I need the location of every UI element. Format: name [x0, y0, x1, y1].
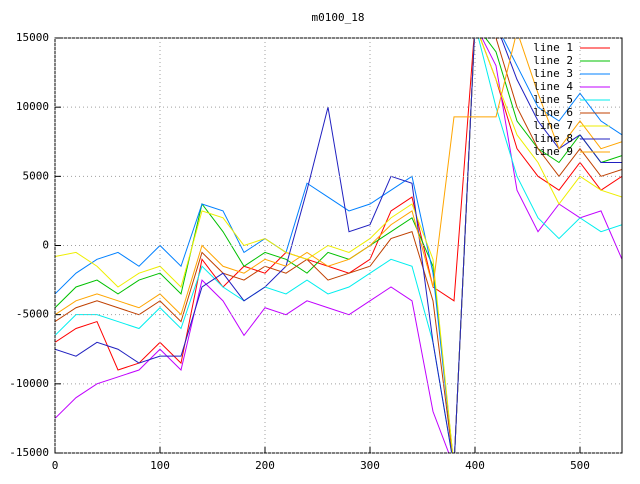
legend-label: line 2 [533, 54, 573, 67]
x-tick-label: 500 [570, 459, 590, 472]
legend-label: line 6 [533, 106, 573, 119]
data-line [55, 38, 622, 453]
x-tick-label: 300 [360, 459, 380, 472]
y-tick-label: -5000 [16, 308, 49, 321]
data-line [55, 38, 622, 453]
data-line [55, 38, 622, 453]
x-tick-label: 400 [465, 459, 485, 472]
x-tick-label: 0 [52, 459, 59, 472]
data-line [55, 38, 622, 316]
y-tick-label: -15000 [9, 446, 49, 459]
legend-label: line 9 [533, 145, 573, 158]
legend-label: line 7 [533, 119, 573, 132]
legend-label: line 4 [533, 80, 573, 93]
x-tick-label: 100 [150, 459, 170, 472]
legend-label: line 3 [533, 67, 573, 80]
legend-label: line 8 [533, 132, 573, 145]
chart-title: m0100_18 [312, 11, 365, 24]
y-tick-label: -10000 [9, 377, 49, 390]
y-tick-label: 15000 [16, 31, 49, 44]
legend-label: line 1 [533, 41, 573, 54]
y-tick-label: 10000 [16, 100, 49, 113]
legend-label: line 5 [533, 93, 573, 106]
plot-area [55, 38, 622, 453]
data-line [55, 38, 622, 371]
y-tick-label: 5000 [23, 169, 50, 182]
x-tick-label: 200 [255, 459, 275, 472]
data-line [55, 38, 622, 453]
data-line [55, 38, 622, 453]
data-line [55, 38, 622, 453]
y-tick-label: 0 [42, 239, 49, 252]
